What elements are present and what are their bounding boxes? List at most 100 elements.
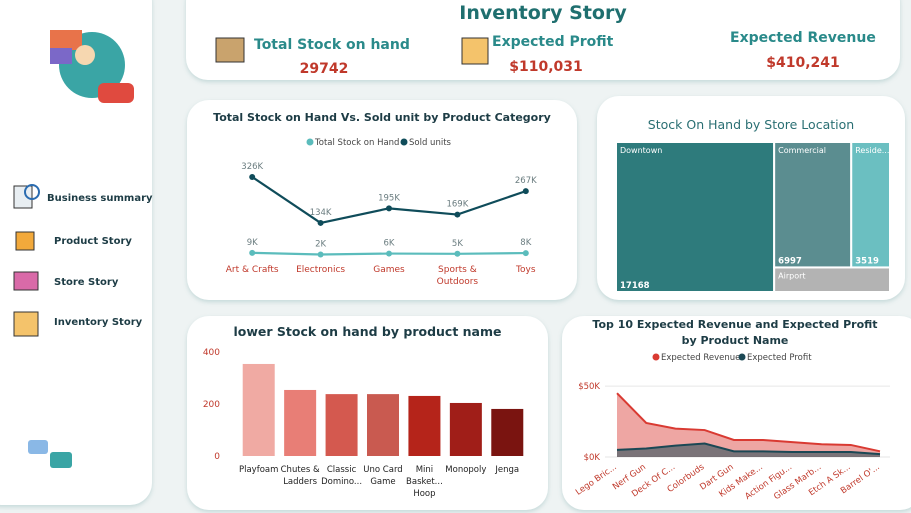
area-panel xyxy=(562,316,911,510)
x-tick-label: Monopoly xyxy=(445,465,487,475)
bar xyxy=(449,402,482,456)
x-tick-label: Toys xyxy=(516,265,536,275)
nav-icon xyxy=(15,231,35,251)
header-panel xyxy=(186,0,900,80)
treemap-cell xyxy=(773,266,891,293)
data-point xyxy=(454,211,461,218)
qa-icon xyxy=(50,452,72,468)
qa-icon xyxy=(28,440,48,454)
legend-label: Expected Profit xyxy=(747,353,812,363)
data-label: 326K xyxy=(241,162,263,172)
cell-label: Commercial xyxy=(778,146,826,155)
data-point xyxy=(249,174,256,180)
x-tick-label: Classic Domino... xyxy=(321,465,363,487)
series-line xyxy=(616,392,881,453)
data-label: 169K xyxy=(446,200,468,210)
y-tick-label: 200 xyxy=(203,400,220,410)
data-label: 6K xyxy=(384,239,395,249)
bar xyxy=(408,395,441,456)
data-point xyxy=(317,219,324,226)
y-tick-label: 0 xyxy=(214,452,220,462)
bar xyxy=(242,363,275,456)
logo-doll xyxy=(75,45,95,65)
kpi-value: $410,241 xyxy=(766,55,840,71)
nav-icon xyxy=(13,185,33,209)
data-point xyxy=(454,250,461,257)
cell-value: 3519 xyxy=(855,256,879,266)
legend-marker xyxy=(400,138,408,146)
chart-title: lower Stock on hand by product name xyxy=(233,324,502,339)
series-line xyxy=(616,442,881,456)
chart-title: Total Stock on Hand Vs. Sold unit by Pro… xyxy=(213,111,551,124)
legend-label: Total Stock on Hand xyxy=(314,138,399,148)
data-point xyxy=(386,250,392,257)
kpi-icon xyxy=(215,37,245,63)
series-area xyxy=(617,393,880,457)
legend-label: Expected Revenue xyxy=(661,353,740,363)
kpi-label: Expected Profit xyxy=(492,34,614,50)
nav-icon xyxy=(24,184,40,200)
data-label: 2K xyxy=(315,240,326,250)
data-point xyxy=(249,249,256,256)
x-tick-label: Art & Crafts xyxy=(225,265,279,275)
chart-title: Top 10 Expected Revenue and Expected Pro… xyxy=(592,318,878,347)
nav-item[interactable]: Inventory Story xyxy=(54,317,143,328)
logo-block xyxy=(50,48,72,64)
nav-item[interactable]: Product Story xyxy=(54,236,132,247)
data-point xyxy=(317,251,324,258)
nav-icon xyxy=(13,271,39,291)
y-tick-label: $50K xyxy=(578,382,600,392)
y-tick-label: $0K xyxy=(584,453,601,463)
series-area xyxy=(617,443,880,457)
legend-marker xyxy=(652,353,660,361)
legend-marker xyxy=(738,353,746,361)
cell-label: Airport xyxy=(778,271,805,280)
logo-block xyxy=(50,30,82,50)
data-label: 5K xyxy=(452,239,463,249)
cell-label: Reside... xyxy=(855,146,889,155)
x-tick-label: Jenga xyxy=(495,465,520,475)
nav-icon xyxy=(13,311,39,337)
data-point xyxy=(522,188,529,195)
treemap-cell xyxy=(615,141,776,293)
x-tick-label: Chutes & Ladders xyxy=(280,465,320,487)
cell-value: 6997 xyxy=(778,256,802,266)
bar xyxy=(491,408,524,456)
x-tick-label: Electronics xyxy=(296,265,346,275)
kpi-label: Total Stock on hand xyxy=(254,37,410,53)
data-label: 9K xyxy=(247,238,258,248)
nav-item[interactable]: Business summary xyxy=(47,193,153,204)
data-point xyxy=(522,250,529,257)
data-label: 195K xyxy=(378,193,400,203)
bar xyxy=(284,389,317,456)
data-point xyxy=(386,205,392,212)
page-title: Inventory Story xyxy=(459,2,627,24)
x-tick-label: Games xyxy=(373,265,405,275)
legend-marker xyxy=(306,138,314,146)
treemap-cell xyxy=(850,141,891,269)
x-tick-label: Uno Card Game xyxy=(363,465,403,487)
cell-value: 17168 xyxy=(620,281,650,291)
x-tick-label: Playfoam xyxy=(238,465,279,475)
data-label: 134K xyxy=(310,208,332,218)
chart-title: Stock On Hand by Store Location xyxy=(647,117,855,132)
legend-label: Sold units xyxy=(409,138,452,148)
kpi-label: Expected Revenue xyxy=(730,30,876,46)
x-tick-label: Mini Basket... Hoop xyxy=(406,465,443,499)
y-tick-label: 400 xyxy=(203,348,220,358)
x-tick-label: Lego Bric... xyxy=(574,462,619,497)
data-label: 267K xyxy=(515,176,537,186)
kpi-value: $110,031 xyxy=(509,59,583,75)
x-tick-label: Sports & Outdoors xyxy=(436,265,479,287)
kpi-value: 29742 xyxy=(299,61,349,77)
data-label: 8K xyxy=(520,238,531,248)
kpi-icon xyxy=(461,37,489,65)
logo-car xyxy=(98,83,134,103)
cell-label: Downtown xyxy=(620,146,662,155)
bar xyxy=(325,394,358,456)
nav-item[interactable]: Store Story xyxy=(54,277,119,288)
bar xyxy=(367,394,399,456)
